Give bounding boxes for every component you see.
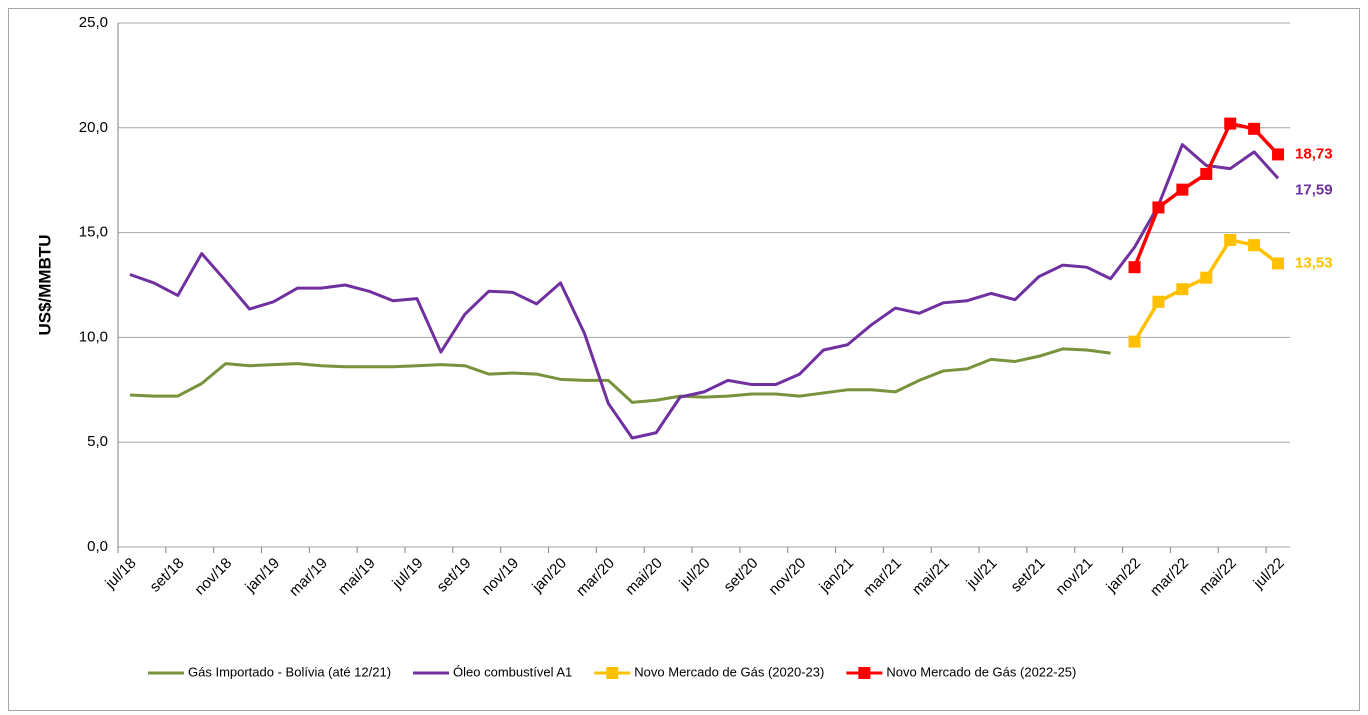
marker [1176,183,1189,196]
legend-label: Óleo combustível A1 [453,664,572,679]
marker [1176,283,1189,296]
value-label: 13,53 [1295,254,1333,271]
y-tick-label: 10,0 [79,328,108,345]
legend-label: Novo Mercado de Gás (2020-23) [634,664,824,679]
legend-swatch-marker [858,667,871,679]
value-label: 18,73 [1295,145,1333,162]
marker [1272,148,1285,161]
marker [1128,261,1141,274]
marker [1152,295,1165,308]
marker [1128,335,1141,348]
marker [1248,239,1261,252]
marker [1224,233,1237,246]
y-axis-title: US$/MMBTU [35,234,54,335]
chart-frame [8,8,1360,711]
marker [1272,257,1285,270]
y-tick-label: 5,0 [87,433,108,450]
y-tick-label: 15,0 [79,224,108,241]
marker [1224,117,1237,130]
legend-label: Gás Importado - Bolívia (até 12/21) [188,664,391,679]
y-tick-label: 0,0 [87,538,108,555]
y-tick-label: 20,0 [79,119,108,136]
marker [1200,167,1213,180]
series-line [129,143,1280,440]
marker [1152,201,1165,214]
y-tick-label: 25,0 [79,14,108,31]
series-line [129,347,1111,404]
legend-swatch-marker [606,667,619,679]
value-label: 17,59 [1295,181,1333,198]
marker [1200,271,1213,284]
marker [1248,122,1261,135]
legend-label: Novo Mercado de Gás (2022-25) [886,664,1076,679]
